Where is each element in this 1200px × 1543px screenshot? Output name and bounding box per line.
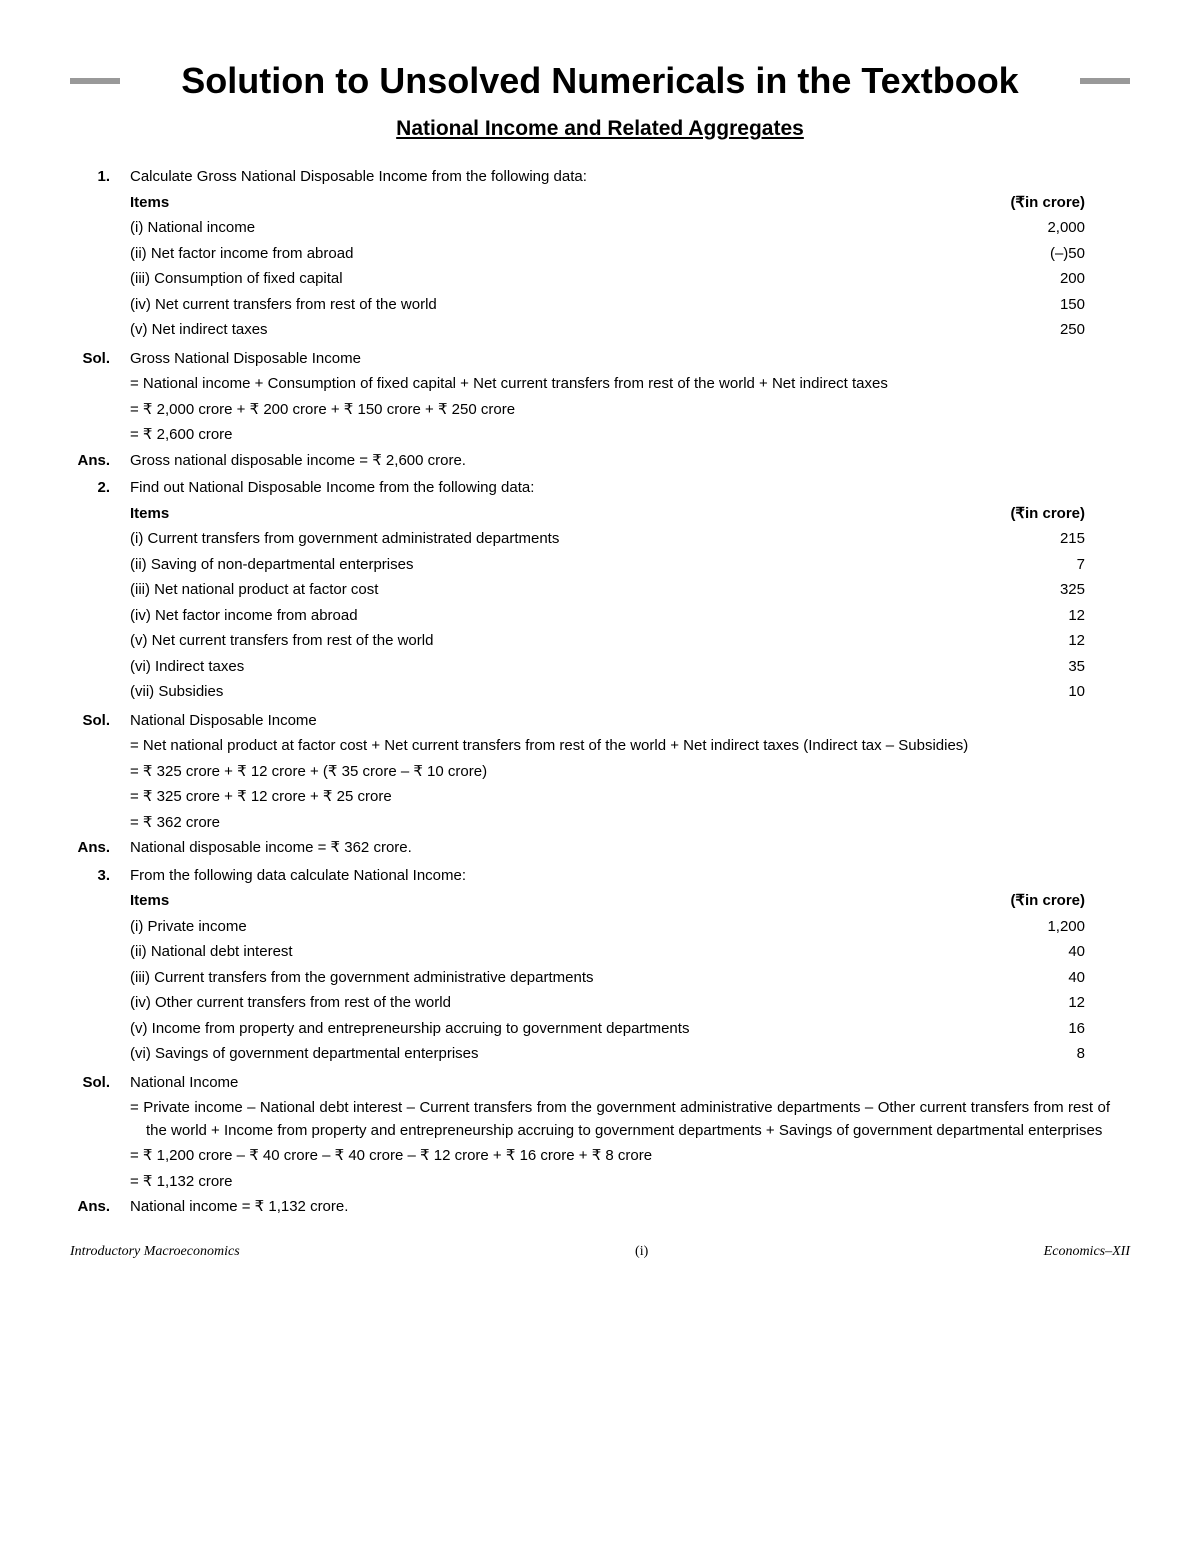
footer-center: (i) [635, 1244, 648, 1260]
question-text: From the following data calculate Nation… [130, 865, 1130, 888]
sol-line: = ₹ 2,000 crore + ₹ 200 crore + ₹ 150 cr… [130, 399, 1130, 422]
footer-left: Introductory Macroeconomics [70, 1244, 240, 1260]
item-value: 2,000 [1047, 217, 1130, 240]
sol-line: = Net national product at factor cost + … [130, 735, 1130, 758]
sol-line: = ₹ 1,200 crore – ₹ 40 crore – ₹ 40 cror… [130, 1145, 1130, 1168]
sol-line: National Income [130, 1072, 1130, 1095]
subtitle: National Income and Related Aggregates [70, 117, 1130, 141]
question-number: 1. [70, 166, 130, 189]
sol-label: Sol. [70, 1072, 130, 1095]
question-1: 1. Calculate Gross National Disposable I… [70, 166, 1130, 472]
sol-line: = Private income – National debt interes… [130, 1097, 1130, 1142]
sol-label: Sol. [70, 348, 130, 371]
item-value: 250 [1060, 319, 1130, 342]
ans-label: Ans. [70, 450, 130, 473]
ans-line: National income = ₹ 1,132 crore. [130, 1196, 1130, 1219]
footer-right: Economics–XII [1044, 1244, 1130, 1260]
ans-label: Ans. [70, 837, 130, 860]
sol-line: = ₹ 325 crore + ₹ 12 crore + (₹ 35 crore… [130, 761, 1130, 784]
item-value: 10 [1068, 681, 1130, 704]
question-number: 3. [70, 865, 130, 888]
crore-header: (₹in crore) [1010, 192, 1130, 215]
item-text: (ii) Net factor income from abroad [130, 243, 1050, 266]
crore-header: (₹in crore) [1010, 503, 1130, 526]
item-text: (vi) Savings of government departmental … [130, 1043, 1077, 1066]
item-value: 16 [1068, 1018, 1130, 1041]
sol-line: Gross National Disposable Income [130, 348, 1130, 371]
item-value: 200 [1060, 268, 1130, 291]
item-text: (iii) Net national product at factor cos… [130, 579, 1060, 602]
item-text: (i) Private income [130, 916, 1047, 939]
item-value: 325 [1060, 579, 1130, 602]
item-value: 40 [1068, 941, 1130, 964]
item-value: 1,200 [1047, 916, 1130, 939]
sol-line: = ₹ 362 crore [130, 812, 1130, 835]
crore-header: (₹in crore) [1010, 890, 1130, 913]
item-text: (iv) Net current transfers from rest of … [130, 294, 1060, 317]
item-text: (iii) Current transfers from the governm… [130, 967, 1068, 990]
item-value: 12 [1068, 992, 1130, 1015]
item-text: (v) Net indirect taxes [130, 319, 1060, 342]
question-text: Calculate Gross National Disposable Inco… [130, 166, 1130, 189]
question-3: 3. From the following data calculate Nat… [70, 865, 1130, 1219]
sol-line: = ₹ 2,600 crore [130, 424, 1130, 447]
item-text: (ii) National debt interest [130, 941, 1068, 964]
item-text: (vi) Indirect taxes [130, 656, 1068, 679]
ans-line: Gross national disposable income = ₹ 2,6… [130, 450, 1130, 473]
page-footer: Introductory Macroeconomics (i) Economic… [70, 1244, 1130, 1260]
item-value: 7 [1077, 554, 1130, 577]
items-header: Items [130, 890, 169, 913]
item-text: (vii) Subsidies [130, 681, 1068, 704]
sol-line: = ₹ 1,132 crore [130, 1171, 1130, 1194]
item-text: (i) National income [130, 217, 1047, 240]
main-title: Solution to Unsolved Numericals in the T… [135, 60, 1065, 102]
item-value: 8 [1077, 1043, 1130, 1066]
item-text: (iv) Other current transfers from rest o… [130, 992, 1068, 1015]
question-text: Find out National Disposable Income from… [130, 477, 1130, 500]
ans-line: National disposable income = ₹ 362 crore… [130, 837, 1130, 860]
item-value: 35 [1068, 656, 1130, 679]
title-line-left [70, 78, 120, 84]
ans-label: Ans. [70, 1196, 130, 1219]
sol-line: = National income + Consumption of fixed… [130, 373, 1130, 396]
item-value: 150 [1060, 294, 1130, 317]
item-value: 40 [1068, 967, 1130, 990]
question-2: 2. Find out National Disposable Income f… [70, 477, 1130, 860]
sol-line: National Disposable Income [130, 710, 1130, 733]
item-value: 12 [1068, 630, 1130, 653]
item-text: (v) Net current transfers from rest of t… [130, 630, 1068, 653]
item-text: (iii) Consumption of fixed capital [130, 268, 1060, 291]
item-text: (v) Income from property and entrepreneu… [130, 1018, 1068, 1041]
items-header: Items [130, 503, 169, 526]
item-text: (i) Current transfers from government ad… [130, 528, 1060, 551]
item-value: 12 [1068, 605, 1130, 628]
item-value: (–)50 [1050, 243, 1130, 266]
sol-line: = ₹ 325 crore + ₹ 12 crore + ₹ 25 crore [130, 786, 1130, 809]
items-header: Items [130, 192, 169, 215]
question-number: 2. [70, 477, 130, 500]
item-text: (ii) Saving of non-departmental enterpri… [130, 554, 1077, 577]
item-text: (iv) Net factor income from abroad [130, 605, 1068, 628]
title-line-right [1080, 78, 1130, 84]
item-value: 215 [1060, 528, 1130, 551]
sol-label: Sol. [70, 710, 130, 733]
title-wrapper: Solution to Unsolved Numericals in the T… [70, 60, 1130, 102]
